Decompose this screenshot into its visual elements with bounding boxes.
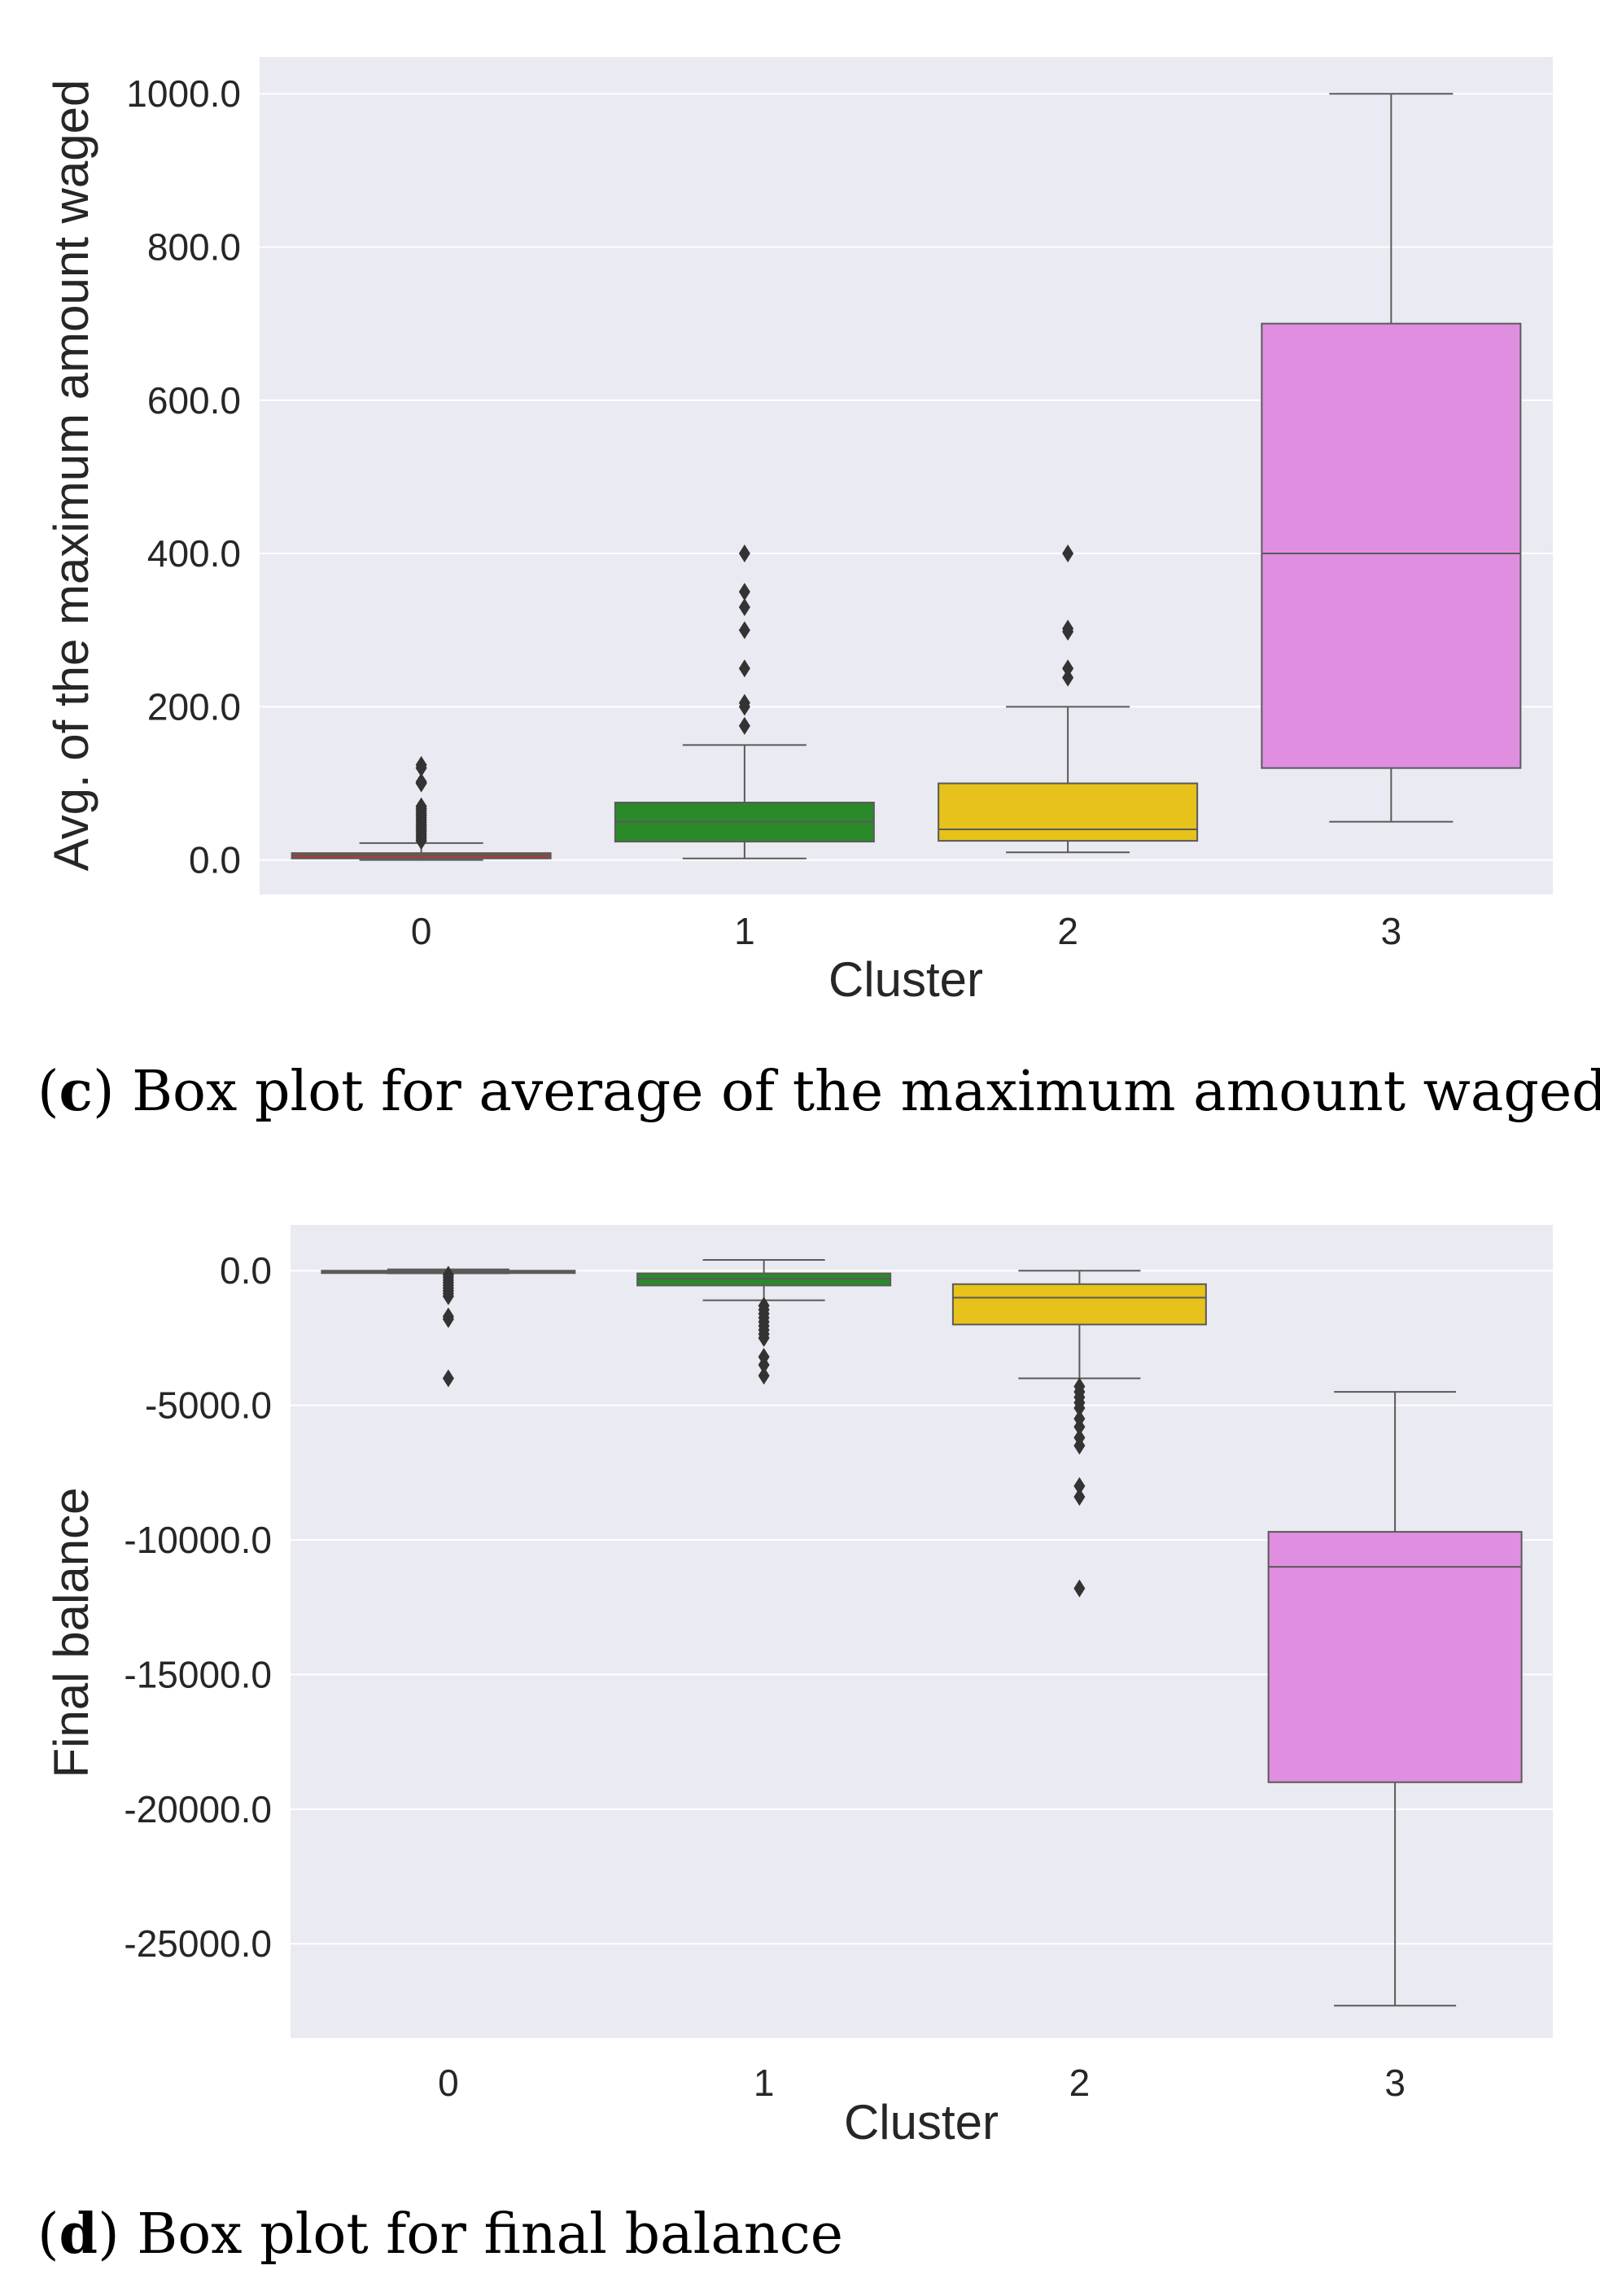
x-tick-label: 0 — [411, 910, 432, 952]
outlier-point — [1073, 1437, 1086, 1455]
outlier-point — [1062, 544, 1074, 563]
outlier-point — [758, 1356, 770, 1375]
outlier-point — [758, 1367, 770, 1385]
x-tick-label: 1 — [734, 910, 755, 952]
box-cluster-2 — [938, 544, 1199, 854]
outlier-point — [738, 583, 750, 601]
x-tick-label: 3 — [1384, 2062, 1405, 2104]
x-tick-label: 2 — [1057, 910, 1078, 952]
y-tick-label: 0.0 — [189, 839, 241, 881]
box-cluster-1 — [636, 1259, 892, 1385]
chart-d-y-axis-label: Final balance — [44, 1488, 98, 1778]
outlier-point — [758, 1328, 770, 1347]
chart-d-caption-letter: d — [59, 2202, 98, 2267]
outlier-point — [738, 544, 750, 563]
chart-c-boxes — [291, 93, 1522, 861]
x-tick-label: 1 — [754, 2062, 775, 2104]
chart-d-caption-text: Box plot for final balance — [120, 2202, 843, 2267]
chart-c-y-axis-label: Avg. of the maximum amount waged — [44, 80, 98, 872]
chart-c-caption-text: Box plot for average of the maximum amou… — [114, 1060, 1600, 1124]
outlier-point — [415, 797, 427, 816]
x-tick-label: 3 — [1381, 910, 1402, 952]
box-cluster-2 — [951, 1270, 1207, 1598]
outlier-point — [415, 772, 427, 791]
outlier-point — [738, 659, 750, 678]
outlier-point — [738, 621, 750, 640]
y-tick-label: -10000.0 — [124, 1519, 272, 1561]
outlier-point — [738, 597, 750, 616]
y-tick-label: 800.0 — [147, 225, 241, 268]
outlier-point — [1073, 1488, 1086, 1507]
outlier-point — [1062, 619, 1074, 638]
box-iqr — [1267, 1531, 1523, 1783]
outlier-point — [442, 1310, 454, 1328]
box-cluster-3 — [1267, 1391, 1523, 2007]
box-cluster-0 — [291, 755, 552, 861]
box-iqr — [1261, 322, 1522, 769]
y-tick-label: 600.0 — [147, 379, 241, 422]
y-tick-label: 1000.0 — [126, 72, 241, 115]
chart-d-y-tick-labels: 0.0 -5000.0 -10000.0 -15000.0 -20000.0 -25000… — [124, 1249, 272, 1965]
chart-c-y-tick-labels: 0.0 200.0 400.0 600.0 800.0 1000.0 — [126, 72, 241, 881]
chart-d: 0.0 -5000.0 -10000.0 -15000.0 -20000.0 -25000… — [37, 1225, 1553, 2267]
box-cluster-0 — [321, 1266, 576, 1388]
outlier-point — [442, 1287, 454, 1305]
y-tick-label: 400.0 — [147, 532, 241, 575]
x-tick-label: 0 — [438, 2062, 459, 2104]
outlier-point — [738, 716, 750, 735]
y-tick-label: 0.0 — [220, 1249, 272, 1292]
outlier-point — [1073, 1398, 1086, 1417]
outlier-point — [1062, 668, 1074, 687]
y-tick-label: -25000.0 — [124, 1922, 272, 1965]
chart-d-x-axis-label: Cluster — [844, 2095, 999, 2149]
chart-c-x-tick-labels: 0 1 2 3 — [411, 910, 1401, 952]
outlier-point — [1073, 1579, 1086, 1598]
outlier-point — [442, 1369, 454, 1388]
y-tick-label: -5000.0 — [145, 1384, 272, 1427]
box-iqr — [938, 782, 1199, 842]
chart-c-caption-letter: c — [59, 1059, 93, 1124]
chart-d-caption: (d) Box plot for final balance — [37, 2202, 843, 2267]
chart-c: 0.0 200.0 400.0 600.0 800.0 1000.0 0 1 2 3 Clust… — [37, 57, 1600, 1124]
box-cluster-1 — [614, 544, 875, 859]
x-tick-label: 2 — [1069, 2062, 1091, 2104]
chart-d-boxes — [321, 1259, 1523, 2007]
outlier-point — [1073, 1418, 1086, 1437]
y-tick-label: -20000.0 — [124, 1788, 272, 1830]
outlier-point — [1062, 659, 1074, 678]
y-tick-label: 200.0 — [147, 685, 241, 728]
y-tick-label: -15000.0 — [124, 1653, 272, 1695]
chart-c-caption: (c) Box plot for average of the maximum … — [37, 1059, 1600, 1124]
outlier-point — [415, 755, 427, 774]
chart-d-x-tick-labels: 0 1 2 3 — [438, 2062, 1405, 2104]
box-iqr — [951, 1283, 1207, 1326]
chart-c-x-axis-label: Cluster — [828, 952, 983, 1007]
box-cluster-3 — [1261, 93, 1522, 823]
outlier-point — [1073, 1476, 1086, 1495]
outlier-point — [738, 693, 750, 712]
